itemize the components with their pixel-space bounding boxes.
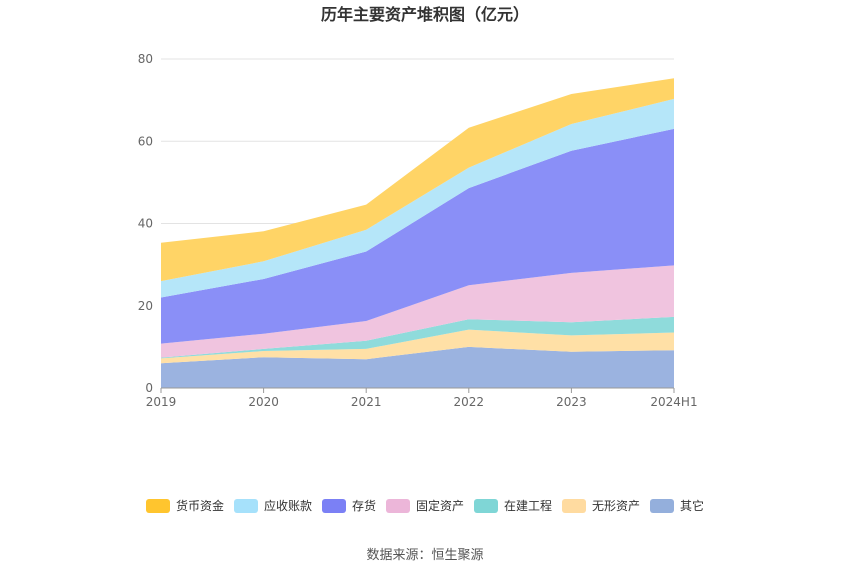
legend-label: 固定资产 [416, 498, 464, 513]
legend-swatch [146, 499, 170, 513]
legend-label: 应收账款 [264, 498, 312, 513]
area-其它 [161, 346, 674, 388]
axes: 2019 2020 2021 2022 2023 2024H1 [146, 387, 698, 409]
x-tick-label: 2023 [556, 395, 587, 409]
y-tick-label: 0 [145, 381, 153, 395]
x-tick-label: 2024H1 [650, 395, 697, 409]
x-tick-label: 2021 [351, 395, 382, 409]
area-存货 [161, 128, 674, 344]
y-tick-label: 80 [138, 52, 153, 66]
legend-swatch [234, 499, 258, 513]
area-series-group [161, 78, 674, 388]
area-在建工程 [161, 316, 674, 359]
area-应收账款 [161, 98, 674, 298]
legend-label: 货币资金 [176, 498, 224, 513]
area-固定资产 [161, 265, 674, 358]
legend-label: 在建工程 [504, 498, 552, 513]
x-tick-label: 2020 [248, 395, 279, 409]
legend-label: 存货 [352, 498, 376, 513]
y-tick-label: 20 [138, 299, 153, 313]
source-note: 数据来源：恒生聚源 [366, 548, 483, 563]
legend-swatch [474, 499, 498, 513]
legend-swatch [650, 499, 674, 513]
legend-swatch [562, 499, 586, 513]
area-货币资金 [161, 78, 674, 282]
y-tick-label: 40 [138, 217, 153, 231]
legend-swatch [322, 499, 346, 513]
x-tick-label: 2022 [454, 395, 485, 409]
legend-swatch [386, 499, 410, 513]
x-tick-label: 2019 [146, 395, 177, 409]
legend-label: 无形资产 [592, 499, 640, 513]
legend: 货币资金 应收账款 存货 固定资产 在建工程 无形资产 其它 [146, 498, 704, 513]
y-tick-label: 60 [138, 134, 153, 148]
chart-title: 历年主要资产堆积图（亿元） [321, 5, 529, 24]
area-无形资产 [161, 329, 674, 364]
legend-label: 其它 [680, 498, 704, 513]
